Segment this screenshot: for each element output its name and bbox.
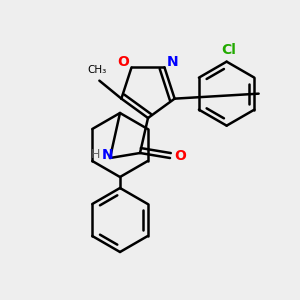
- Text: Cl: Cl: [221, 43, 236, 57]
- Text: N: N: [102, 148, 114, 162]
- Text: O: O: [174, 149, 186, 163]
- Text: H: H: [90, 148, 100, 161]
- Text: O: O: [118, 55, 130, 69]
- Text: CH₃: CH₃: [88, 65, 107, 75]
- Text: N: N: [167, 55, 178, 69]
